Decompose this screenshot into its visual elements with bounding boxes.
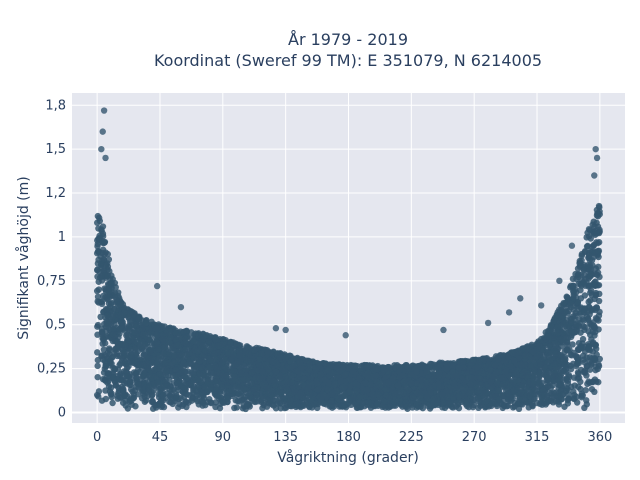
data-point [570,282,577,289]
data-point [132,403,139,410]
data-point [536,381,543,388]
data-point [575,383,582,391]
data-point [591,223,598,230]
data-point [110,326,117,333]
data-point [94,267,101,274]
data-point [595,239,603,246]
data-point [99,335,106,342]
data-point [575,270,582,278]
data-point [594,213,602,220]
data-point [516,395,523,403]
data-point [97,313,104,321]
data-point [583,372,590,379]
data-point [580,323,587,330]
data-point [93,391,101,399]
data-point [581,248,589,255]
data-point [539,387,547,394]
data-point [570,360,577,367]
data-point [594,365,601,373]
data-point [158,322,166,330]
data-point [260,394,267,402]
data-point [577,378,584,385]
data-point [94,373,101,381]
data-point [589,262,596,269]
data-point [248,379,255,387]
data-point [105,369,112,377]
data-point [102,387,109,394]
data-point [547,384,554,391]
data-point [440,399,447,407]
data-point [190,337,197,345]
data-point [529,402,536,409]
data-point [101,251,108,258]
data-point [569,341,576,348]
data-point [116,361,123,369]
data-point [510,378,517,386]
data-point [111,350,118,357]
data-point [119,399,127,406]
data-point [94,356,102,364]
data-point [278,400,285,407]
data-point [595,378,602,386]
data-point [590,218,597,225]
data-point [585,298,592,306]
data-point [104,355,111,362]
data-point [575,322,582,329]
chart-title-line-1: År 1979 - 2019 [288,30,408,49]
data-point [173,336,180,343]
data-point [574,265,582,272]
data-point [166,398,173,405]
data-point [144,392,151,400]
data-point [470,401,478,409]
data-point [131,387,139,394]
data-point [358,362,366,370]
data-point [277,405,284,412]
data-points [93,202,603,413]
data-point [581,404,588,412]
data-point [151,367,158,374]
data-point [590,241,598,249]
data-point [139,386,147,394]
data-point [108,390,115,397]
data-point [101,238,109,246]
chart-title-line-2: Koordinat (Sweref 99 TM): E 351079, N 62… [154,51,542,70]
data-point [130,374,138,382]
data-point [572,309,579,317]
data-point [283,404,290,411]
data-point [578,257,585,264]
data-point [168,391,175,398]
data-point [94,349,101,356]
data-point [133,338,140,346]
data-point [160,403,168,411]
data-point [94,293,102,301]
data-point [235,390,242,397]
data-point [112,382,119,389]
data-point [241,362,248,369]
data-point [130,311,137,318]
data-point [121,379,128,387]
data-point [571,391,578,399]
data-point [381,385,389,393]
data-point [210,370,217,377]
data-point [100,255,107,263]
data-point [195,376,203,383]
data-point [579,335,587,343]
data-point [409,404,416,411]
data-point [208,399,215,407]
data-point [588,386,596,393]
data-point [574,369,582,376]
data-point [567,365,575,373]
data-point [175,341,182,349]
data-point [196,370,203,378]
